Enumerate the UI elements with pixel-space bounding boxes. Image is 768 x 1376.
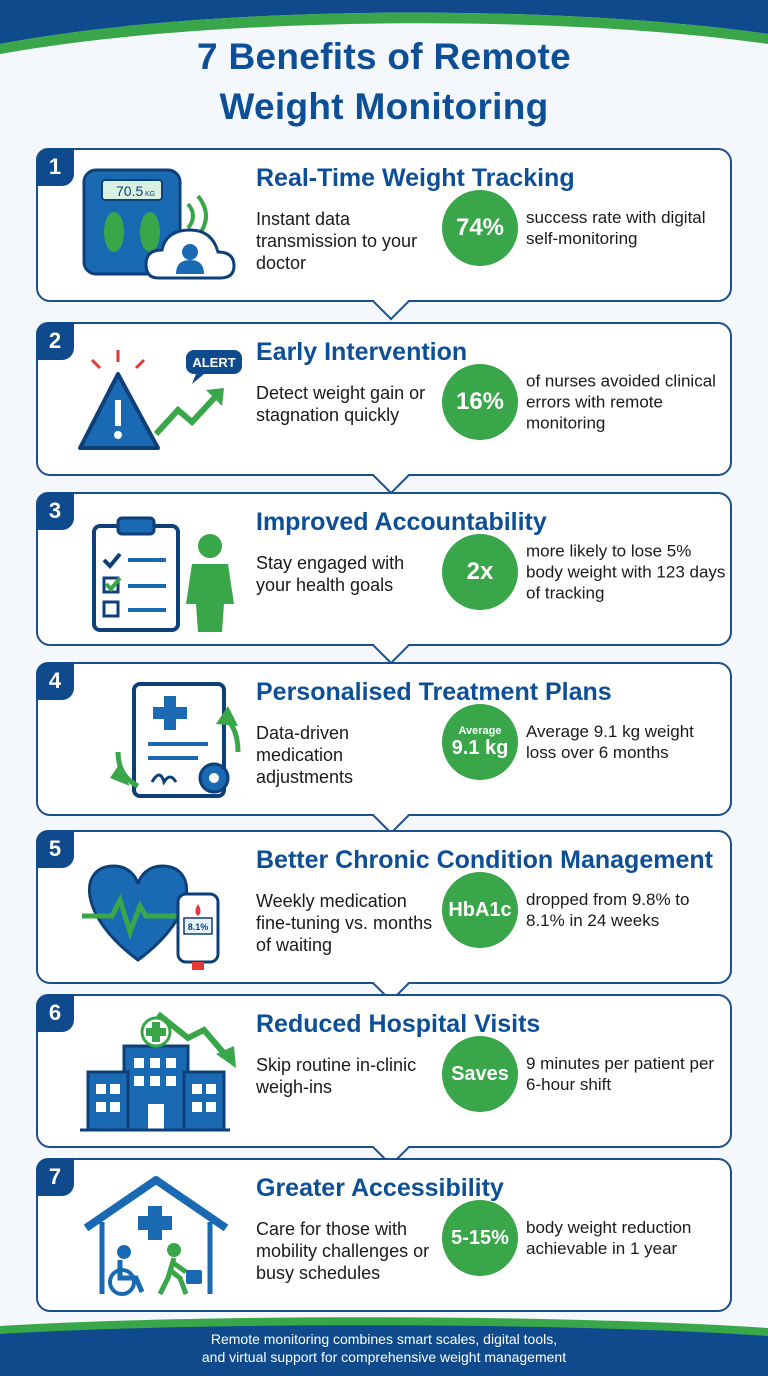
card-number-badge: 2 xyxy=(36,322,74,360)
card-number-badge: 6 xyxy=(36,994,74,1032)
stat-text: 9 minutes per patient per 6-hour shift xyxy=(526,1054,715,1094)
top-wave-decoration xyxy=(0,0,768,54)
stat-text: more likely to lose 5% body weight with … xyxy=(526,541,726,603)
footer-line-1: Remote monitoring combines smart scales,… xyxy=(210,1331,558,1347)
benefit-card-4: 4 Personalised Treatment Plans Data-driv… xyxy=(36,662,732,835)
alert-warning-icon: ALERT xyxy=(78,338,248,462)
card-connector xyxy=(372,797,410,835)
card-number-badge: 7 xyxy=(36,1158,74,1196)
stat-value: 5-15% xyxy=(451,1227,509,1249)
scale-reading: 70.5 xyxy=(116,183,143,199)
stat-circle: 5-15% xyxy=(442,1200,518,1276)
card-description: Weekly medication fine-tuning vs. months… xyxy=(256,891,433,955)
stat-value: 16% xyxy=(455,388,505,415)
card-title: Better Chronic Condition Management xyxy=(256,846,713,874)
stat-text: success rate with digital self-monitorin… xyxy=(526,208,706,248)
alert-label: ALERT xyxy=(192,355,235,370)
checklist-person-icon xyxy=(78,508,248,632)
benefit-card-6: 6 Reduced Hospital Visits Skip routine i xyxy=(36,994,732,1167)
card-title: Greater Accessibility xyxy=(256,1174,504,1202)
stat-value: 74% xyxy=(455,214,505,241)
card-number-badge: 4 xyxy=(36,662,74,700)
title-line-2: Weight Monitoring xyxy=(219,86,549,127)
card-number-badge: 5 xyxy=(36,830,74,868)
card-description: Care for those with mobility challenges … xyxy=(256,1219,430,1283)
card-title: Reduced Hospital Visits xyxy=(256,1010,541,1038)
meter-reading: 8.1% xyxy=(188,922,209,932)
title-line-1: 7 Benefits of Remote xyxy=(196,36,571,77)
card-description: Data-driven medication adjustments xyxy=(256,723,354,787)
stat-value: 2x xyxy=(466,558,494,585)
stat-circle: 74% xyxy=(442,190,518,266)
card-connector xyxy=(372,283,410,321)
benefit-card-2: 2 ALERT Early Intervention Detect weight… xyxy=(36,322,732,495)
card-connector xyxy=(372,457,410,495)
bottom-wave-decoration xyxy=(0,1317,768,1376)
card-description: Skip routine in-clinic weigh-ins xyxy=(256,1055,417,1097)
stat-label: Average xyxy=(458,725,502,737)
benefit-card-7: 7 Greater Accessibility Care for those w… xyxy=(36,1158,732,1312)
card-title: Personalised Treatment Plans xyxy=(256,678,612,706)
card-connector xyxy=(372,627,410,665)
card-number-badge: 1 xyxy=(36,148,74,186)
card-description: Instant data transmission to your doctor xyxy=(256,209,418,273)
stat-value: Saves xyxy=(451,1063,509,1085)
benefit-card-3: 3 Improved Accountability Stay engaged w… xyxy=(36,492,732,665)
card-title: Early Intervention xyxy=(256,338,468,366)
card-number-badge: 3 xyxy=(36,492,74,530)
stat-circle: 16% xyxy=(442,364,518,440)
hospital-icon xyxy=(78,1010,248,1134)
stat-text: of nurses avoided clinical errors with r… xyxy=(526,371,716,433)
card-description: Detect weight gain or stagnation quickly xyxy=(256,383,426,425)
stat-text: body weight reduction achievable in 1 ye… xyxy=(526,1218,692,1258)
footer-text: Remote monitoring combines smart scales,… xyxy=(0,1330,768,1366)
smart-scale-icon: 70.5 KG xyxy=(78,164,248,288)
stat-circle: Average 9.1 kg xyxy=(442,704,518,780)
stat-value: 9.1 kg xyxy=(451,737,509,759)
medical-document-icon xyxy=(78,678,248,802)
stat-circle: 2x xyxy=(442,534,518,610)
scale-unit: KG xyxy=(145,191,155,198)
card-description: Stay engaged with your health goals xyxy=(256,553,405,595)
stat-circle: HbA1c xyxy=(442,872,518,948)
footer-line-2: and virtual support for comprehensive we… xyxy=(201,1349,567,1365)
stat-text: Average 9.1 kg weight loss over 6 months xyxy=(526,722,694,762)
benefit-card-1: 1 70.5 KG Real-Time Weight Tracking Inst… xyxy=(36,148,732,321)
card-title: Improved Accountability xyxy=(256,508,547,536)
home-accessibility-icon xyxy=(78,1174,248,1298)
card-title: Real-Time Weight Tracking xyxy=(256,164,575,192)
stat-text: dropped from 9.8% to 8.1% in 24 weeks xyxy=(526,890,690,930)
page-title: 7 Benefits of Remote Weight Monitoring xyxy=(0,32,768,132)
heart-glucose-icon: 8.1% xyxy=(78,846,248,970)
stat-circle: Saves xyxy=(442,1036,518,1112)
stat-value: HbA1c xyxy=(448,899,512,921)
benefit-card-5: 5 8.1% Better Chronic Condition Manageme… xyxy=(36,830,732,1003)
